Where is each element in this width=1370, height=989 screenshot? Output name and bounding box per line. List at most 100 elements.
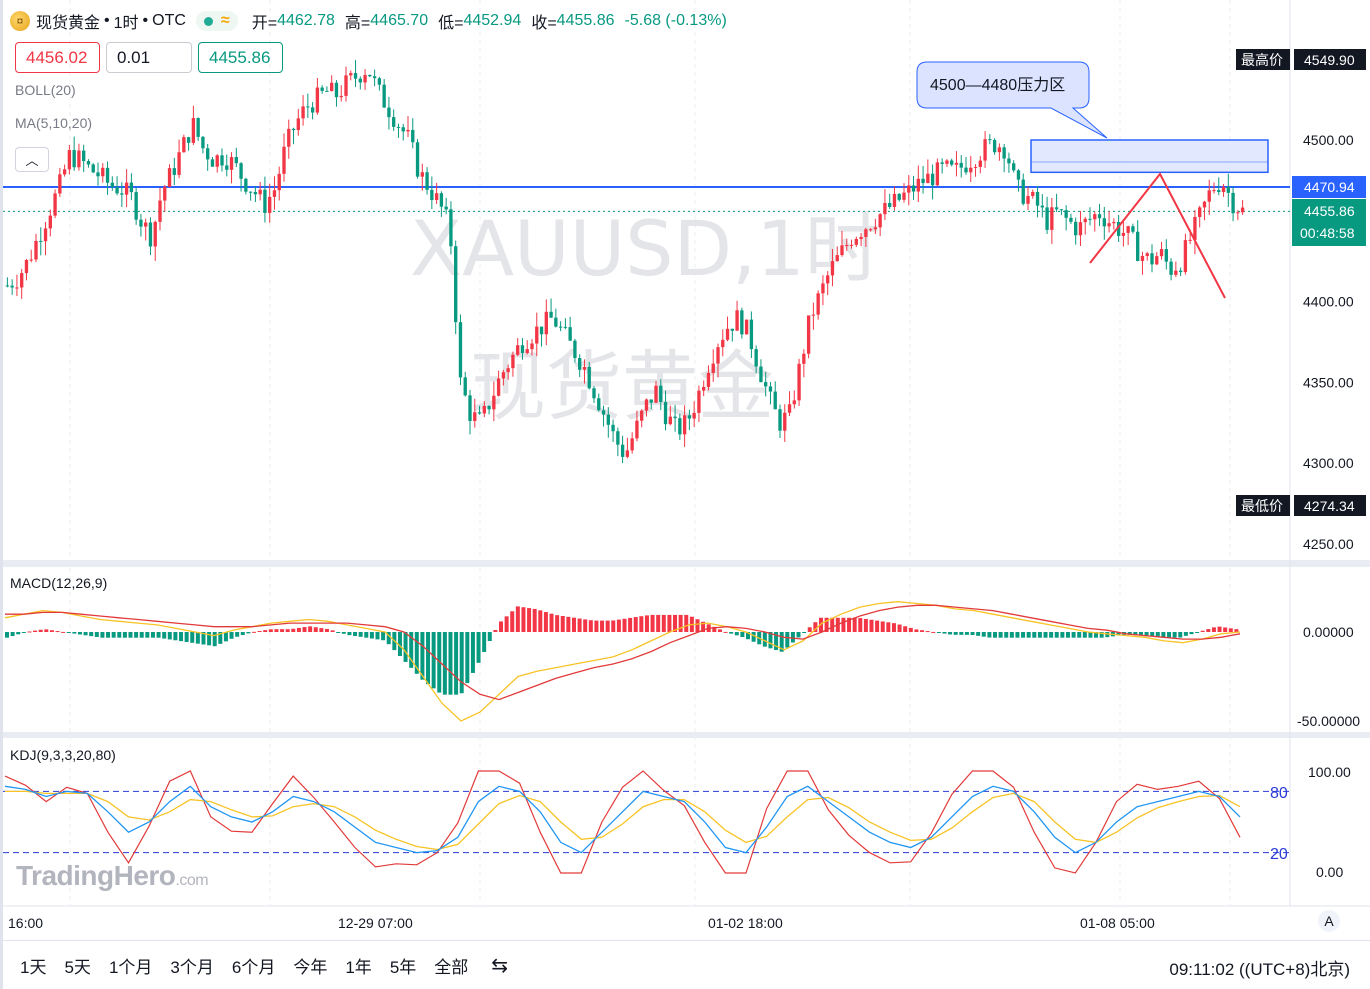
lowest-price-tag: 最低价 4274.34: [1236, 495, 1366, 516]
macd-bar: [740, 632, 745, 638]
quantity-input[interactable]: 0.01: [106, 42, 192, 73]
macd-bar: [650, 614, 655, 632]
macd-bar: [375, 632, 380, 640]
candle: [1140, 251, 1145, 275]
macd-bar: [847, 617, 852, 632]
chart-canvas[interactable]: XAUUSD,1时 现货黄金 4500—4480压力区 4500.004450.…: [0, 0, 1370, 940]
range-all-button[interactable]: 全部: [434, 957, 469, 977]
macd-bar: [830, 617, 835, 632]
range-6m-button[interactable]: 6个月: [231, 957, 276, 977]
macd-bar: [656, 614, 661, 632]
candle: [649, 399, 653, 410]
clock-timezone[interactable]: 09:11:02 ((UTC+8)北京): [1169, 960, 1350, 979]
candle: [668, 405, 672, 426]
candle: [487, 405, 491, 415]
candle: [29, 249, 33, 263]
macd-bar: [1105, 632, 1110, 638]
candles[interactable]: [5, 60, 1245, 464]
macd-bar: [1167, 632, 1172, 638]
date-range-icon[interactable]: ⇆: [491, 954, 509, 977]
range-1d-button[interactable]: 1天: [20, 957, 47, 977]
range-1y-button[interactable]: 1年: [345, 957, 372, 977]
macd-bar: [55, 631, 60, 633]
candle: [1212, 182, 1216, 194]
candle: [873, 218, 878, 235]
macd-bar: [1161, 632, 1166, 638]
candle: [24, 258, 29, 281]
candle: [663, 390, 668, 431]
symbol-name[interactable]: 现货黄金: [36, 15, 101, 32]
macd-bar: [510, 611, 515, 632]
auto-scale-button[interactable]: A: [1318, 910, 1340, 932]
candle: [444, 197, 448, 215]
macd-bar: [1043, 632, 1048, 638]
candle: [978, 156, 982, 174]
ma-indicator-label[interactable]: MA(5,10,20): [15, 115, 93, 131]
market-status-badge[interactable]: ≈: [195, 11, 238, 31]
annotation-callout[interactable]: [916, 61, 1108, 139]
candle: [1159, 241, 1164, 260]
candle: [759, 359, 763, 383]
pattern-line[interactable]: [1089, 172, 1226, 299]
candle: [1226, 173, 1230, 207]
candle: [740, 307, 744, 339]
macd-bar: [701, 621, 706, 632]
macd-bar: [1015, 632, 1020, 638]
macd-bar: [77, 632, 82, 635]
macd-bar: [10, 632, 15, 637]
macd-bar: [1032, 632, 1037, 638]
macd-bar: [953, 632, 958, 635]
macd-bar: [291, 628, 296, 632]
range-1m-button[interactable]: 1个月: [108, 957, 153, 977]
price-tick-label: 4400.00: [1303, 294, 1354, 310]
candle: [58, 167, 62, 197]
range-5y-button[interactable]: 5年: [389, 957, 417, 977]
highest-value: 4549.90: [1304, 52, 1355, 68]
macd-tick-low: -50.00000: [1297, 713, 1360, 729]
macd-bar: [1021, 632, 1026, 638]
macd-bar: [482, 632, 487, 653]
last-price-value: 4455.86: [1304, 203, 1355, 219]
boll-indicator-label[interactable]: BOLL(20): [15, 82, 76, 98]
sell-button[interactable]: 4456.02: [15, 42, 100, 73]
candle: [606, 407, 610, 438]
macd-bar: [1223, 627, 1228, 632]
macd-bar: [1183, 632, 1188, 636]
candle: [39, 227, 43, 256]
candle: [1012, 160, 1016, 173]
macd-bar: [386, 632, 391, 645]
range-5d-button[interactable]: 5天: [64, 957, 91, 977]
macd-bar: [678, 614, 683, 632]
candle: [110, 176, 114, 191]
macd-bar: [117, 632, 122, 638]
candle: [15, 274, 19, 297]
macd-bar: [768, 632, 773, 649]
macd-bar: [336, 632, 341, 633]
candle: [787, 391, 792, 417]
range-ytd-button[interactable]: 今年: [293, 957, 328, 977]
candle: [640, 409, 644, 428]
symbol-header: ¤ 现货黄金 • 1时 • OTC ≈ 开= 4462.78 高= 4465.70 …: [10, 8, 727, 34]
resistance-zone[interactable]: [1030, 139, 1269, 174]
candle: [539, 326, 544, 347]
macd-bar: [611, 620, 616, 632]
candle: [563, 318, 568, 330]
pane-separator-macd-kdj[interactable]: [3, 732, 1370, 738]
buy-button[interactable]: 4455.86: [198, 42, 283, 73]
candle: [797, 358, 801, 406]
macd-bar: [106, 632, 111, 638]
candle: [463, 371, 467, 397]
macd-bar: [61, 631, 66, 633]
bottom-toolbar: 1天 5天 1个月 3个月 6个月 今年 1年 5年 全部 ⇆ 09:11:02…: [0, 940, 1370, 989]
range-3m-button[interactable]: 3个月: [170, 957, 214, 977]
pane-separator-main-macd[interactable]: [3, 560, 1370, 567]
candle: [206, 143, 210, 171]
interval[interactable]: 1时: [113, 15, 139, 32]
macd-bar: [1049, 632, 1054, 638]
macd-bar: [571, 617, 576, 632]
macd-bar: [1099, 632, 1104, 638]
macd-bar: [1004, 632, 1009, 638]
macd-bar: [667, 614, 672, 632]
collapse-indicators-button[interactable]: ︿: [15, 147, 49, 172]
candle: [158, 187, 162, 231]
